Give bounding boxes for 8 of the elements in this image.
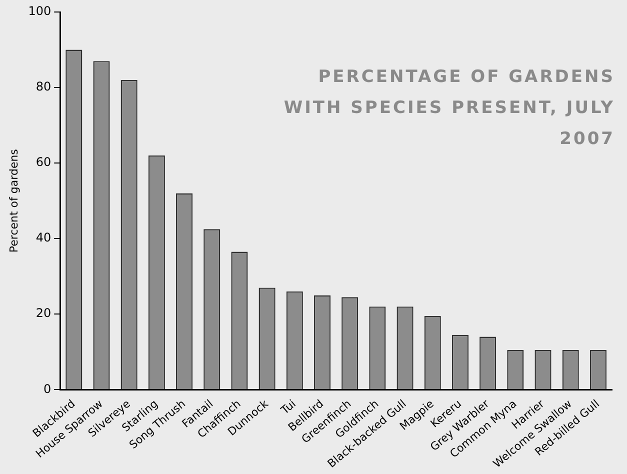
y-tick-label: 20 — [36, 306, 52, 320]
text: PERCENTAGE OF GARDENS WITH SPECIES PRESENT, JULY 2007 — [282, 66, 615, 151]
y-tick-label: 60 — [36, 155, 52, 170]
y-tick-label: 0 — [43, 382, 52, 396]
y-axis-title: Percent of gardens — [7, 148, 20, 253]
y-tick-label: 80 — [36, 80, 52, 94]
y-tick-label: 40 — [36, 230, 52, 245]
y-tick-label: 100 — [28, 4, 52, 18]
